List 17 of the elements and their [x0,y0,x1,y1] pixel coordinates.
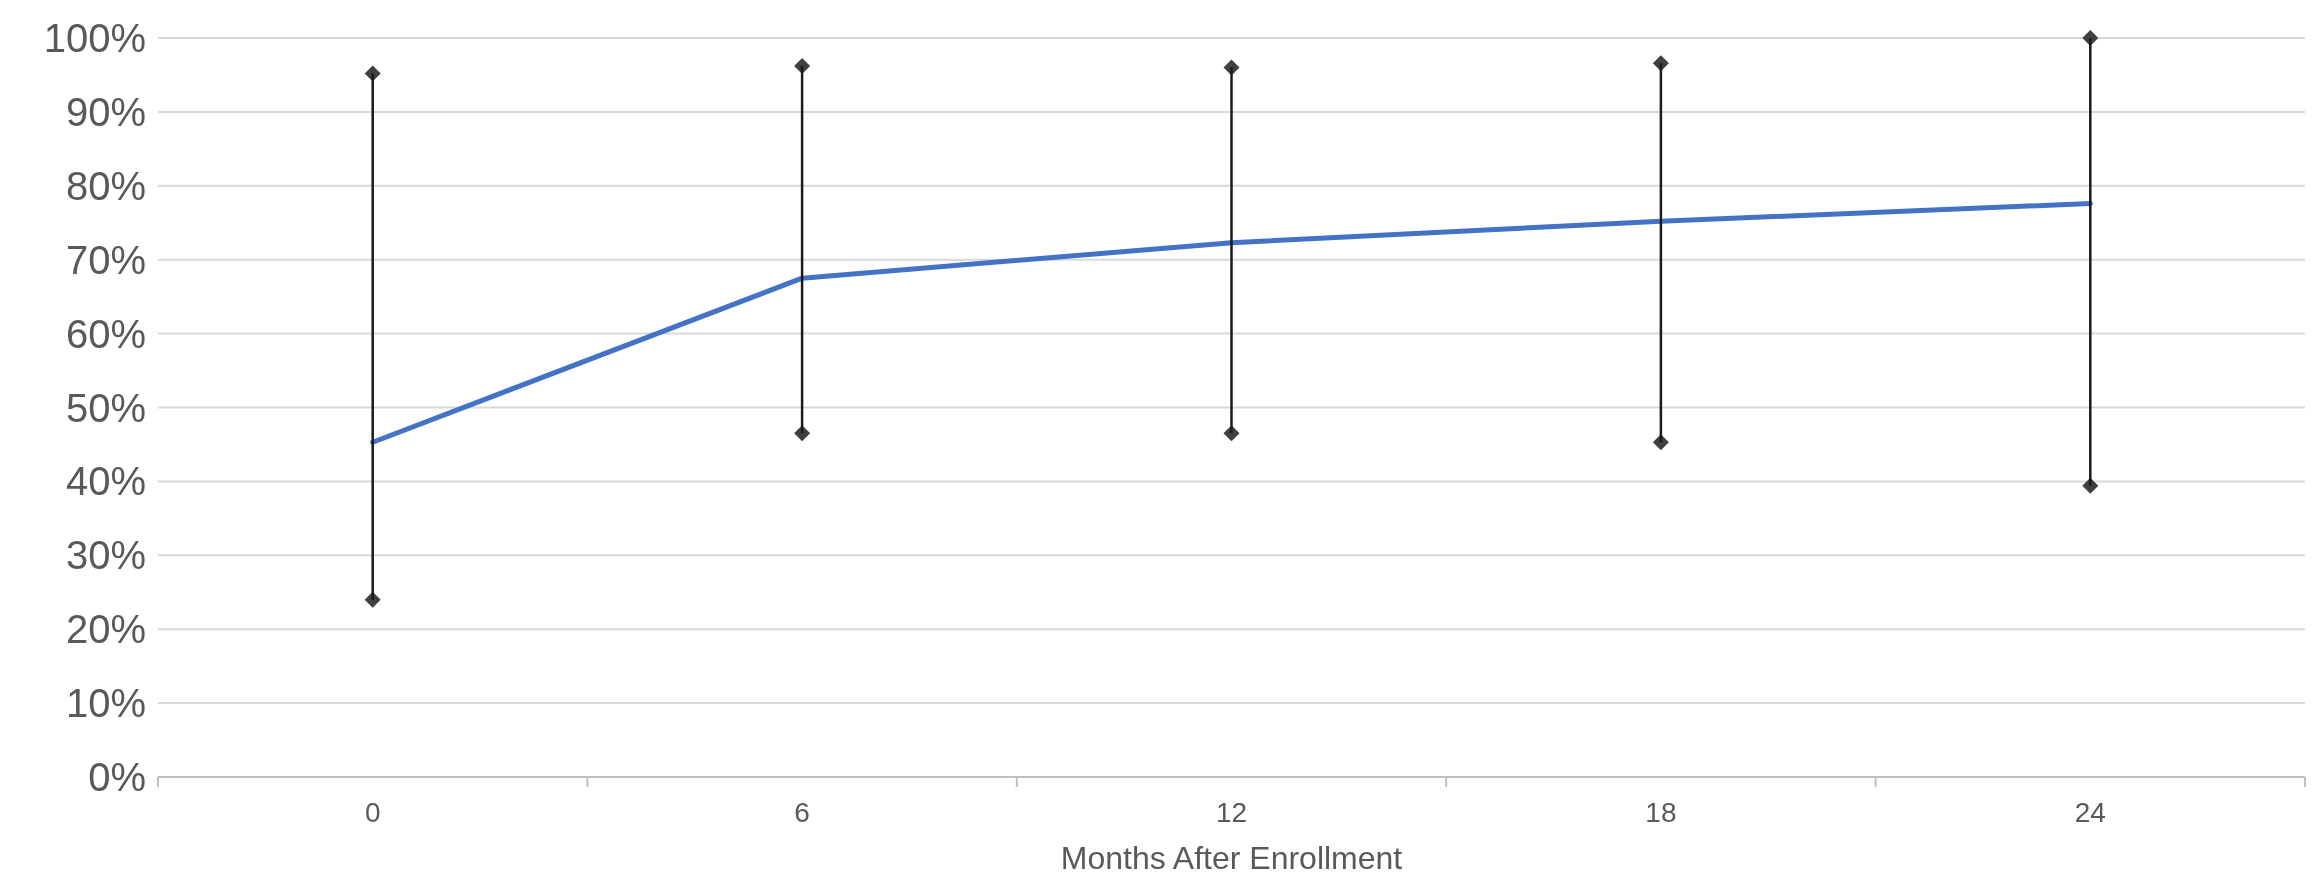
y-tick-label: 0% [88,755,146,799]
y-tick-label: 70% [65,237,146,282]
x-tick-label: 18 [1645,797,1677,828]
x-tick-label: 6 [794,797,810,828]
y-tick-label: 80% [65,163,146,208]
y-tick-label: 40% [65,459,146,504]
x-tick-label: 0 [364,797,381,828]
y-tick-label: 90% [65,89,146,134]
y-tick-label: 60% [65,311,146,356]
y-tick-label: 50% [65,385,146,430]
y-tick-label: 10% [65,681,146,726]
y-tick-label: 20% [65,607,146,652]
x-tick-label: 24 [2074,797,2106,828]
y-tick-label: 30% [65,533,146,578]
x-axis-title: Months After Enrollment [1060,840,1403,876]
x-tick-label: 12 [1215,797,1248,828]
y-tick-label: 100% [43,16,146,60]
